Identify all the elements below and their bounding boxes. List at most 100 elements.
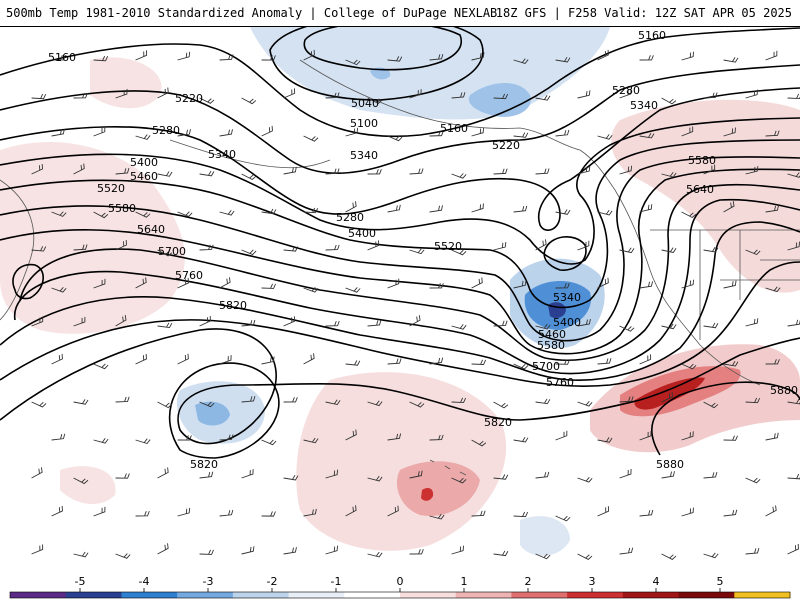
wind-barb bbox=[471, 510, 486, 517]
wind-barb bbox=[135, 211, 151, 218]
wind-barb bbox=[535, 471, 550, 479]
wind-barb bbox=[765, 130, 780, 137]
wind-barb bbox=[493, 93, 509, 100]
wind-barb bbox=[597, 209, 613, 216]
wind-barb bbox=[555, 209, 571, 215]
wind-barb bbox=[177, 435, 192, 441]
wind-barb bbox=[345, 429, 357, 441]
wind-barb bbox=[765, 432, 779, 441]
map-header: 500mb Temp 1981-2010 Standardized Anomal… bbox=[0, 0, 800, 27]
wind-barb bbox=[31, 401, 47, 408]
wind-barb bbox=[493, 401, 509, 409]
wind-barb bbox=[409, 315, 421, 327]
wind-barb bbox=[745, 318, 759, 327]
wind-barb bbox=[451, 477, 467, 484]
warm-anomaly-central-deep bbox=[421, 488, 434, 501]
wind-barb bbox=[723, 280, 737, 289]
wind-barb bbox=[241, 469, 254, 479]
warm-anomaly-northwest-2 bbox=[90, 57, 162, 109]
contour-label: 5760 bbox=[175, 269, 203, 282]
contour-5760 bbox=[0, 261, 800, 387]
wind-barb bbox=[555, 129, 570, 137]
wind-barb bbox=[787, 543, 799, 555]
wind-barb bbox=[703, 92, 718, 99]
wind-barb bbox=[93, 126, 106, 137]
contour-label: 5760 bbox=[546, 376, 574, 389]
wind-barb bbox=[387, 358, 402, 365]
wind-barb bbox=[429, 513, 445, 520]
wind-barb bbox=[471, 359, 486, 365]
wind-barb bbox=[745, 89, 759, 99]
wind-barb bbox=[115, 553, 131, 559]
wind-barb bbox=[157, 322, 173, 329]
wind-barb bbox=[639, 55, 654, 61]
wind-barb bbox=[451, 173, 467, 179]
wind-barb bbox=[577, 318, 591, 327]
wind-barb bbox=[199, 244, 214, 251]
wind-barb bbox=[765, 359, 780, 365]
colorbar-segment bbox=[734, 592, 791, 598]
wind-barb bbox=[745, 249, 761, 256]
wind-barb bbox=[261, 55, 276, 61]
wind-barb bbox=[661, 391, 673, 403]
wind-barb bbox=[471, 439, 487, 447]
contour-label: 5820 bbox=[219, 299, 247, 312]
wind-barb bbox=[199, 170, 215, 177]
wind-barb bbox=[597, 506, 610, 517]
wind-barb bbox=[345, 287, 361, 293]
wind-barb bbox=[241, 396, 256, 403]
colorbar-tick-label: -1 bbox=[331, 575, 342, 588]
warm-anomaly-northwest bbox=[0, 141, 185, 334]
wind-barb bbox=[577, 90, 591, 99]
wind-barb bbox=[723, 435, 738, 441]
wind-barb bbox=[619, 325, 635, 332]
wind-barb bbox=[93, 506, 106, 517]
colorbar-segment bbox=[10, 592, 67, 598]
alaska-coast bbox=[299, 59, 616, 191]
wind-barb bbox=[73, 163, 85, 175]
wind-barb bbox=[681, 363, 697, 370]
wind-barb bbox=[577, 476, 593, 483]
colorbar-segment bbox=[288, 592, 345, 598]
wind-barb bbox=[597, 437, 613, 443]
wind-barb bbox=[73, 399, 89, 405]
wind-barb bbox=[241, 97, 257, 105]
wind-barb bbox=[219, 277, 231, 289]
wind-barb bbox=[219, 129, 233, 137]
wind-barb bbox=[745, 166, 759, 175]
colorbar-segment bbox=[567, 592, 624, 598]
wind-barb bbox=[219, 434, 234, 441]
contour-label: 5460 bbox=[538, 328, 566, 341]
wind-barb bbox=[199, 471, 214, 479]
contour-label: 5280 bbox=[612, 84, 640, 97]
wind-barb bbox=[409, 168, 424, 175]
colorbar-segment bbox=[622, 592, 680, 598]
wind-barb bbox=[219, 509, 234, 517]
contour-5340 bbox=[0, 117, 800, 265]
wind-barb bbox=[429, 53, 444, 61]
wind-barb bbox=[513, 363, 529, 370]
wind-barb bbox=[619, 165, 633, 175]
wind-barb bbox=[93, 363, 109, 370]
wind-barb bbox=[345, 505, 357, 517]
wind-barb bbox=[387, 433, 402, 441]
contour-label: 5640 bbox=[137, 223, 165, 236]
wind-barb bbox=[681, 51, 695, 61]
contour-label: 5400 bbox=[553, 316, 581, 329]
contour-label: 5880 bbox=[770, 384, 798, 397]
wind-barb bbox=[31, 163, 43, 175]
wind-barb bbox=[513, 511, 529, 518]
wind-barb bbox=[745, 547, 760, 555]
wind-barb bbox=[619, 88, 632, 99]
wind-barb bbox=[241, 546, 255, 555]
wind-barb bbox=[135, 353, 147, 365]
contour-5400 bbox=[0, 139, 800, 309]
wind-barb bbox=[325, 545, 339, 555]
wind-barb bbox=[577, 166, 591, 175]
wind-barb bbox=[409, 401, 425, 408]
wind-barb bbox=[367, 551, 383, 558]
wind-barb bbox=[619, 396, 634, 403]
wind-barb bbox=[535, 168, 550, 175]
wind-barb bbox=[115, 314, 127, 327]
wind-barb bbox=[555, 359, 570, 365]
